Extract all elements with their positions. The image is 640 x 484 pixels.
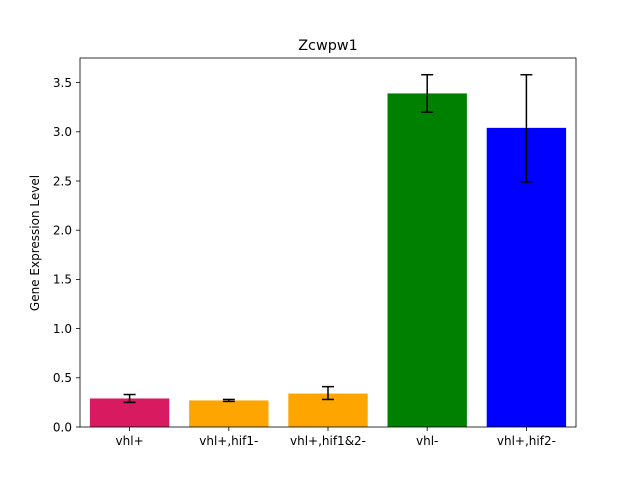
bar-3 [387, 93, 467, 428]
y-tick-label-1: 0.5 [53, 371, 72, 385]
bar-1 [189, 400, 269, 427]
x-tick-label-4: vhl+,hif2- [497, 434, 556, 448]
x-tick-label-2: vhl+,hif1&2- [290, 434, 366, 448]
y-tick-label-6: 3.0 [53, 125, 72, 139]
y-axis-label: Gene Expression Level [28, 175, 42, 311]
x-tick-label-3: vhl- [416, 434, 438, 448]
y-tick-label-0: 0.0 [53, 420, 72, 434]
bars-layer [89, 93, 567, 428]
x-tick-label-1: vhl+,hif1- [199, 434, 258, 448]
y-tick-label-7: 3.5 [53, 76, 72, 90]
y-tick-label-5: 2.5 [53, 174, 72, 188]
y-tick-label-2: 1.0 [53, 322, 72, 336]
chart-title: Zcwpw1 [298, 38, 358, 54]
error-bars-layer [123, 73, 533, 404]
x-tick-label-0: vhl+ [116, 434, 144, 448]
bar-0 [89, 398, 170, 427]
y-tick-label-3: 1.5 [53, 273, 72, 287]
ticks-layer: vhl+ vhl+,hif1- vhl+,hif1&2- vhl-vhl+,hif2-… [53, 76, 556, 448]
y-tick-label-4: 2.0 [53, 224, 72, 238]
